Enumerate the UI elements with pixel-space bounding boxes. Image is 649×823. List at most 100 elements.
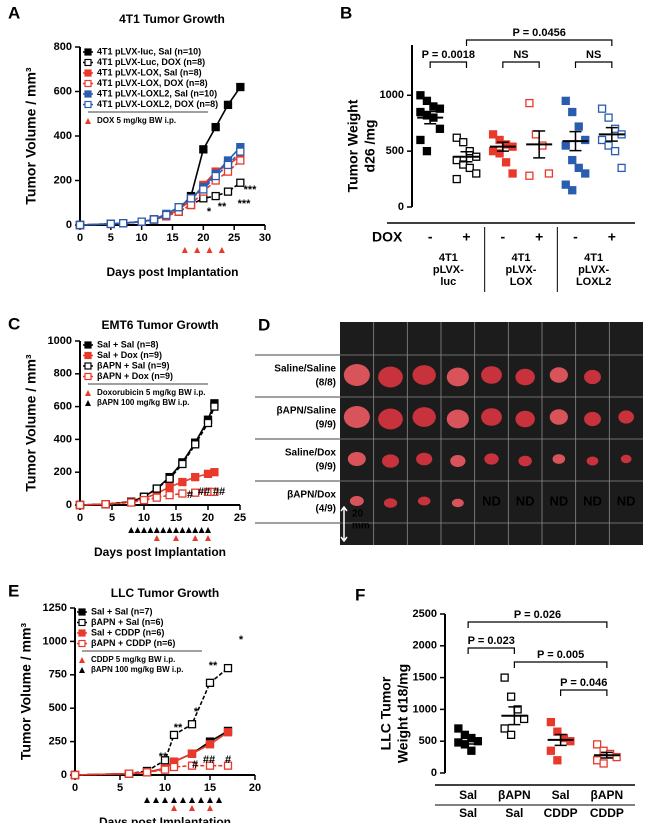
y-tick-label: 0	[66, 499, 72, 511]
data-point	[75, 220, 85, 230]
y-axis-label: Tumor Volume / mm³	[23, 67, 39, 204]
tumor	[381, 454, 400, 468]
y-tick-label: 800	[54, 41, 72, 53]
x-tick-label: Sal	[459, 788, 477, 802]
y-tick-label: 1000	[413, 703, 437, 715]
data-point	[452, 174, 461, 184]
group-label: LOXL2	[576, 276, 611, 288]
series-line	[79, 146, 241, 226]
data-point	[187, 720, 197, 729]
tumor	[549, 367, 568, 383]
data-point	[538, 141, 547, 150]
data-point	[152, 484, 161, 493]
legend-triangle	[85, 118, 91, 124]
bracket	[574, 61, 613, 68]
treatment-triangle	[189, 797, 195, 803]
data-point	[236, 82, 245, 92]
data-point	[604, 141, 613, 150]
x-axis-label: Days post Implantation	[94, 545, 226, 559]
data-point	[165, 482, 174, 492]
bracket	[502, 61, 540, 68]
legend-label: 4T1 pLVX-LOX, DOX (n=8)	[97, 78, 208, 88]
y-tick-label: 1000	[43, 635, 67, 647]
x-tick-label: 5	[109, 512, 115, 524]
legend-label: βAPN + CDDP (n=6)	[91, 638, 175, 648]
y-tick-label: 1000	[380, 89, 404, 101]
data-point	[236, 178, 245, 187]
data-point	[205, 678, 215, 687]
data-point	[223, 728, 233, 737]
data-point	[416, 135, 425, 145]
y-axis-label: Weight d18/mg	[395, 664, 411, 763]
data-point	[101, 500, 110, 509]
data-point	[127, 498, 136, 507]
data-point	[223, 761, 233, 770]
bracket-label: P = 0.046	[560, 677, 607, 689]
data-point	[472, 169, 481, 178]
legend-marker	[84, 48, 92, 56]
data-point	[568, 155, 577, 165]
bracket	[560, 689, 608, 696]
x-tick-label: 25	[228, 232, 240, 244]
data-point	[568, 186, 577, 195]
treatment-triangle	[198, 527, 205, 533]
data-point	[223, 167, 233, 176]
row-count: (9/9)	[315, 462, 336, 473]
legend-marker	[78, 618, 86, 627]
x-tick-label: 10	[136, 232, 148, 244]
legend-label: 4T1 pLVX-Luc, DOX (n=8)	[97, 57, 205, 67]
legend-label: 4T1 pLVX-LOXL2, Sal (n=10)	[97, 88, 217, 98]
tumor	[584, 369, 601, 385]
x-tick-label: 30	[259, 232, 271, 244]
treatment-triangle	[194, 247, 201, 253]
data-point	[546, 746, 556, 755]
data-point	[500, 724, 509, 733]
data-point	[553, 756, 562, 765]
treatment-triangle	[207, 805, 213, 811]
annotation: **	[209, 660, 218, 672]
series-line	[79, 182, 241, 226]
treatment-triangle	[180, 797, 186, 803]
treatment-triangle	[189, 805, 195, 811]
series-line	[79, 491, 215, 506]
data-point	[187, 749, 197, 758]
sem-bar	[569, 130, 582, 152]
bracket-label: P = 0.023	[468, 635, 515, 647]
legend-marker	[84, 69, 92, 77]
x-tick-label: Sal	[505, 806, 523, 820]
annotation: ##	[198, 486, 210, 498]
bracket-label: P = 0.0018	[422, 49, 475, 61]
data-point	[203, 418, 213, 428]
panel-label: C	[8, 314, 20, 333]
data-point	[508, 169, 517, 178]
photo	[340, 322, 643, 545]
data-point	[199, 185, 208, 194]
data-point	[612, 752, 621, 762]
tumor	[383, 498, 398, 508]
data-point	[501, 158, 511, 167]
tumor	[549, 409, 568, 425]
tumor	[450, 455, 466, 467]
y-axis-label: d26 /mg	[362, 120, 378, 173]
chart-title: EMT6 Tumor Growth	[101, 318, 218, 332]
group-label: pLVX-	[578, 264, 609, 276]
data-point	[236, 156, 245, 165]
y-tick-label: 800	[54, 368, 72, 380]
y-tick-label: 500	[419, 735, 437, 747]
x-tick-label: -	[500, 229, 505, 245]
y-tick-label: 1000	[48, 335, 72, 347]
treatment-triangle	[205, 527, 211, 533]
data-point	[191, 440, 200, 449]
annotation: #	[192, 759, 198, 771]
data-point	[544, 169, 554, 178]
data-point	[610, 146, 620, 156]
treatment-triangle	[166, 527, 173, 533]
x-tick-label: +	[535, 229, 543, 245]
sem-bar	[533, 130, 546, 159]
x-tick-label: -	[573, 229, 578, 245]
sem-bar	[605, 126, 618, 142]
x-tick-label: 15	[204, 782, 216, 794]
data-point	[139, 495, 149, 505]
data-point	[488, 130, 498, 139]
y-tick-label: 400	[54, 130, 72, 142]
